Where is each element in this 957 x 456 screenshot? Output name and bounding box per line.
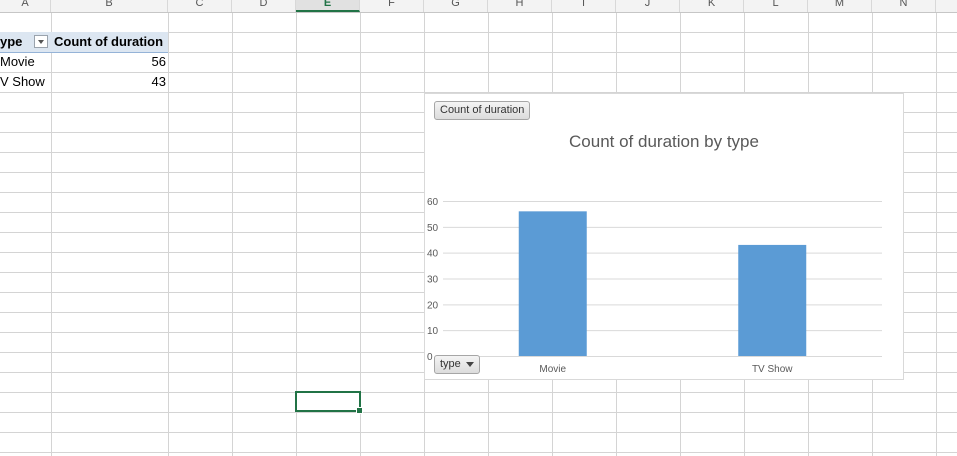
column-header-b[interactable]: B	[51, 0, 168, 12]
column-header-n[interactable]: N	[872, 0, 936, 12]
axis-field-label: type	[440, 358, 461, 370]
column-header-m[interactable]: M	[808, 0, 872, 12]
column-header-l[interactable]: L	[744, 0, 808, 12]
y-tick-label: 60	[427, 197, 439, 208]
pivot-row-value[interactable]: 43	[151, 74, 166, 89]
x-tick-label: Movie	[539, 364, 566, 375]
y-tick-label: 50	[427, 223, 439, 234]
y-tick-label: 10	[427, 326, 439, 337]
x-tick-label: TV Show	[752, 364, 793, 375]
pivot-chart[interactable]: Count of duration Count of duration by t…	[424, 93, 904, 380]
y-tick-label: 0	[427, 352, 433, 363]
y-tick-label: 20	[427, 300, 439, 311]
pivot-row-value[interactable]: 56	[151, 54, 166, 69]
chart-title: Count of duration by type	[569, 132, 759, 151]
fill-handle[interactable]	[356, 407, 363, 414]
column-header-k[interactable]: K	[680, 0, 744, 12]
active-cell-selection[interactable]	[295, 391, 363, 414]
pivot-row-label[interactable]: Movie	[0, 54, 35, 69]
column-header-f[interactable]: F	[360, 0, 424, 12]
pivot-row-label-header[interactable]: ype	[0, 34, 23, 49]
axis-field-button[interactable]: type	[434, 355, 480, 374]
bar-tv-show[interactable]	[738, 244, 807, 356]
column-header-j[interactable]: J	[616, 0, 680, 12]
row-label-filter-button[interactable]	[34, 35, 48, 48]
column-header-d[interactable]: D	[232, 0, 296, 12]
dropdown-arrow-icon	[465, 361, 474, 367]
column-header-g[interactable]: G	[424, 0, 488, 12]
column-header-a[interactable]: A	[0, 0, 51, 12]
value-field-button[interactable]: Count of duration	[434, 101, 531, 120]
column-header-h[interactable]: H	[488, 0, 552, 12]
pivot-row-label[interactable]: V Show	[0, 74, 45, 89]
y-tick-label: 30	[427, 275, 439, 286]
pivot-value-header[interactable]: Count of duration	[54, 34, 164, 49]
y-tick-label: 40	[427, 249, 439, 260]
column-header-c[interactable]: C	[168, 0, 232, 12]
chart-plot-area: 0 10 20 30 40 50 60 Movie TV Show	[427, 197, 882, 375]
column-header-i[interactable]: I	[552, 0, 616, 12]
bar-movie[interactable]	[518, 211, 587, 356]
column-header-e[interactable]: E	[296, 0, 360, 12]
